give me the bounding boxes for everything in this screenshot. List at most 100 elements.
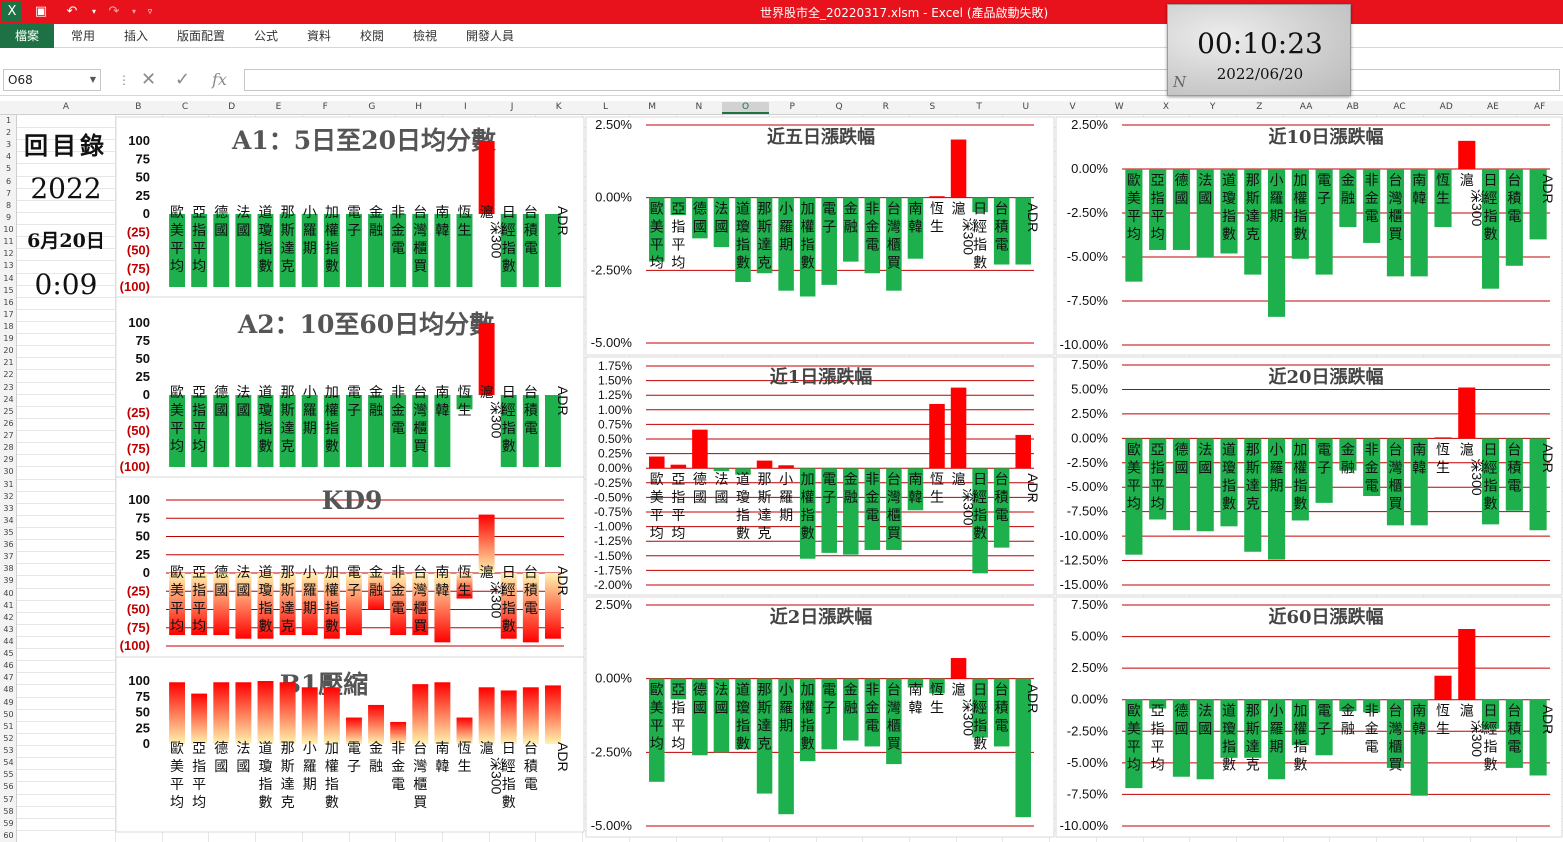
bar[interactable] (169, 214, 186, 287)
bar[interactable] (1363, 169, 1381, 243)
bar[interactable] (1291, 699, 1309, 746)
row-header[interactable]: 54 (3, 758, 14, 768)
bar[interactable] (1458, 140, 1476, 169)
bar[interactable] (257, 214, 274, 287)
tab-developer[interactable]: 開發人員 (466, 29, 515, 43)
bar[interactable] (1363, 699, 1381, 713)
bar[interactable] (412, 684, 429, 744)
bar[interactable] (821, 197, 837, 285)
tab-file[interactable]: 檔案 (0, 24, 54, 48)
bar[interactable] (972, 197, 988, 213)
bar[interactable] (235, 573, 252, 639)
row-header[interactable]: 43 (3, 624, 14, 634)
bar[interactable] (1196, 438, 1214, 532)
row-header[interactable]: 22 (3, 370, 14, 380)
bar[interactable] (756, 197, 773, 274)
row-header[interactable]: 19 (3, 334, 14, 344)
column-header[interactable]: W (1114, 102, 1124, 112)
row-header[interactable]: 52 (3, 733, 14, 743)
bar[interactable] (456, 717, 473, 744)
bar[interactable] (1410, 699, 1428, 796)
bar[interactable] (301, 214, 318, 287)
bar[interactable] (1291, 438, 1309, 521)
bar[interactable] (301, 687, 318, 744)
bar[interactable] (1505, 438, 1523, 511)
bar[interactable] (735, 197, 751, 282)
bar[interactable] (756, 678, 773, 794)
bar[interactable] (1015, 434, 1031, 469)
bar[interactable] (191, 693, 208, 744)
bar[interactable] (257, 681, 274, 744)
bar[interactable] (670, 197, 687, 216)
row-header[interactable]: 53 (3, 746, 14, 756)
bar[interactable] (301, 573, 318, 636)
chart-a1[interactable]: 100 75 50 25 0 (25) (50) (75) (100) A1：5日至20日均分數歐… (115, 116, 585, 298)
tab-review[interactable]: 校閱 (360, 29, 385, 43)
bar[interactable] (456, 573, 473, 599)
bar[interactable] (864, 468, 881, 550)
bar[interactable] (1125, 438, 1143, 555)
row-header[interactable]: 51 (3, 721, 14, 731)
bar[interactable] (1125, 699, 1143, 789)
bar[interactable] (434, 682, 451, 744)
bar[interactable] (1149, 699, 1167, 709)
row-header[interactable]: 37 (3, 552, 14, 562)
bar[interactable] (843, 678, 859, 741)
insert-function-icon[interactable]: fx (212, 70, 227, 89)
bar[interactable] (1481, 438, 1500, 525)
row-header[interactable]: 31 (3, 479, 14, 489)
bar[interactable] (1386, 438, 1405, 526)
bar[interactable] (649, 456, 665, 469)
bar[interactable] (778, 197, 794, 291)
bar[interactable] (368, 395, 385, 467)
column-header[interactable]: F (322, 102, 328, 112)
bar[interactable] (692, 429, 708, 469)
column-header[interactable]: S (929, 102, 936, 112)
bar[interactable] (1505, 699, 1523, 768)
name-box[interactable]: O68 ▼ (3, 69, 101, 91)
bar[interactable] (1386, 169, 1405, 277)
chart-10d[interactable]: 2.50% 0.00% -2.50% -5.00% -7.50% -10.00% 近10日漲… (1055, 116, 1563, 356)
column-header[interactable]: E (275, 102, 282, 112)
bar[interactable] (345, 395, 362, 467)
row-header[interactable]: 36 (3, 540, 14, 550)
column-header[interactable]: V (1069, 102, 1076, 112)
row-header[interactable]: 27 (3, 431, 14, 441)
column-header[interactable]: D (228, 102, 236, 112)
bar[interactable] (1363, 438, 1381, 497)
row-header[interactable]: 47 (3, 673, 14, 683)
row-header[interactable]: 50 (3, 709, 14, 719)
row-header[interactable]: 17 (3, 309, 14, 319)
bar[interactable] (235, 214, 252, 287)
bar[interactable] (390, 721, 407, 744)
column-header[interactable]: Q (835, 102, 843, 112)
row-header[interactable]: 13 (3, 261, 14, 271)
row-header[interactable]: 9 (5, 212, 12, 222)
column-header[interactable]: R (882, 102, 889, 112)
bar[interactable] (279, 573, 296, 636)
row-header[interactable]: 32 (3, 491, 14, 501)
column-header[interactable]: Z (1256, 102, 1263, 112)
row-header[interactable]: 46 (3, 661, 14, 671)
column-header[interactable]: AB (1346, 102, 1359, 112)
column-header[interactable]: AC (1393, 102, 1406, 112)
formula-input[interactable] (244, 69, 1560, 91)
bar[interactable] (1386, 699, 1405, 768)
cancel-icon[interactable]: ✕ (141, 69, 157, 90)
bar[interactable] (1172, 699, 1191, 777)
chart-20d[interactable]: 7.50% 5.00% 2.50% 0.00% -2.50% -5.00% -7.50% -1… (1055, 356, 1563, 596)
column-header[interactable]: M (648, 102, 657, 112)
row-header[interactable]: 23 (3, 382, 14, 392)
bar[interactable] (1015, 678, 1031, 818)
row-header[interactable]: 6 (5, 176, 12, 186)
column-header[interactable]: AF (1533, 102, 1546, 112)
bar[interactable] (169, 682, 186, 744)
bar[interactable] (886, 468, 902, 550)
bar[interactable] (1267, 169, 1286, 317)
row-header[interactable]: 48 (3, 685, 14, 695)
bar[interactable] (434, 395, 451, 467)
bar[interactable] (544, 573, 561, 639)
row-header[interactable]: 35 (3, 527, 14, 537)
bar[interactable] (213, 573, 230, 636)
bar[interactable] (434, 214, 451, 287)
